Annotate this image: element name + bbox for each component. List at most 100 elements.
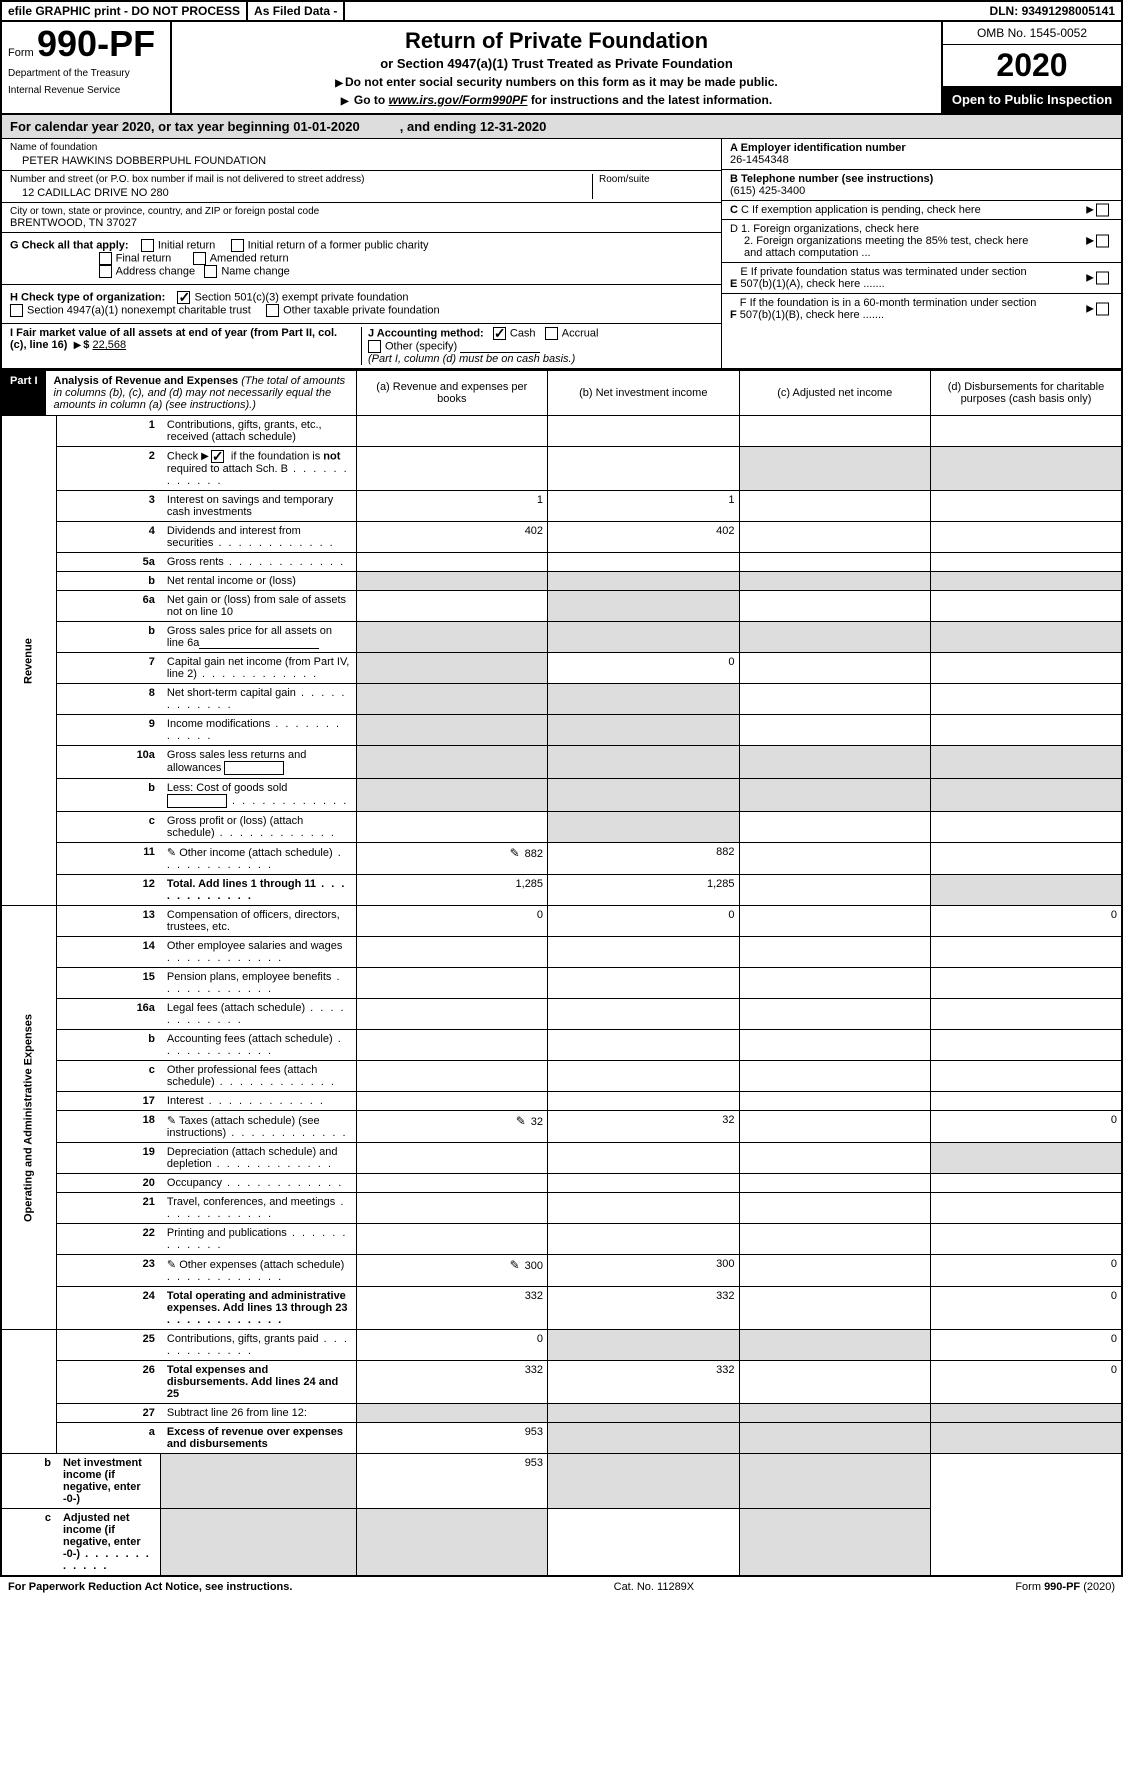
val-b: 300 bbox=[548, 1255, 739, 1287]
val-d bbox=[930, 812, 1122, 843]
val-c bbox=[739, 1255, 930, 1287]
row-num: 17 bbox=[57, 1092, 161, 1111]
cell-d: D 1. Foreign organizations, check here 2… bbox=[722, 220, 1121, 263]
table-row: 11✎ Other income (attach schedule)✎ 8828… bbox=[1, 843, 1122, 875]
row-num: 8 bbox=[57, 684, 161, 715]
row-desc: Gross sales price for all assets on line… bbox=[161, 622, 356, 653]
row-num: c bbox=[1, 1509, 57, 1577]
info-right: A Employer identification number 26-1454… bbox=[721, 139, 1121, 368]
checkbox-f[interactable] bbox=[1096, 303, 1109, 316]
val-a bbox=[356, 1193, 547, 1224]
checkbox-accrual[interactable] bbox=[545, 327, 558, 340]
val-b bbox=[548, 1330, 739, 1361]
col-d-head: (d) Disbursements for charitable purpose… bbox=[930, 371, 1122, 416]
val-c bbox=[739, 491, 930, 522]
val-d bbox=[930, 553, 1122, 572]
val-d: 0 bbox=[930, 1330, 1122, 1361]
attachment-icon: ✎ bbox=[167, 1115, 176, 1127]
instr-2-prefix: Go to bbox=[354, 93, 389, 107]
a-label: A Employer identification number bbox=[730, 142, 906, 154]
form-title: Return of Private Foundation bbox=[182, 28, 931, 54]
table-row: 4Dividends and interest from securities4… bbox=[1, 522, 1122, 553]
checkbox-final-return[interactable] bbox=[99, 252, 112, 265]
row-num: 23 bbox=[57, 1255, 161, 1287]
g-label: G Check all that apply: bbox=[10, 239, 129, 251]
omb-number: OMB No. 1545-0052 bbox=[943, 22, 1121, 45]
checkbox-name-change[interactable] bbox=[204, 265, 217, 278]
val-c bbox=[739, 937, 930, 968]
val-b bbox=[548, 999, 739, 1030]
j2-label: Accrual bbox=[562, 327, 599, 339]
table-row: aExcess of revenue over expenses and dis… bbox=[1, 1423, 1122, 1454]
checkbox-e[interactable] bbox=[1096, 272, 1109, 285]
checkbox-initial-former[interactable] bbox=[231, 239, 244, 252]
checkbox-sch-b[interactable] bbox=[211, 450, 224, 463]
val-a bbox=[356, 812, 547, 843]
checkbox-initial-return[interactable] bbox=[141, 239, 154, 252]
row-desc: Pension plans, employee benefits bbox=[161, 968, 356, 999]
irs-link[interactable]: www.irs.gov/Form990PF bbox=[389, 93, 528, 107]
val-d bbox=[930, 447, 1122, 491]
val-c bbox=[739, 1330, 930, 1361]
checkbox-c[interactable] bbox=[1096, 204, 1109, 217]
val-a bbox=[356, 1404, 547, 1423]
cell-city: City or town, state or province, country… bbox=[2, 203, 721, 233]
i-dollar: $ bbox=[83, 339, 89, 351]
row-num: b bbox=[57, 572, 161, 591]
val-a: ✎ 300 bbox=[356, 1255, 547, 1287]
part-1-title-cell: Analysis of Revenue and Expenses (The to… bbox=[46, 371, 356, 415]
val-a bbox=[356, 572, 547, 591]
row-num: 9 bbox=[57, 715, 161, 746]
i-label: I Fair market value of all assets at end… bbox=[10, 327, 337, 351]
checkbox-amended-return[interactable] bbox=[193, 252, 206, 265]
val-d bbox=[930, 522, 1122, 553]
val-a bbox=[356, 622, 547, 653]
b-label: B Telephone number (see instructions) bbox=[730, 173, 933, 185]
room-label: Room/suite bbox=[599, 174, 713, 185]
row-desc: Legal fees (attach schedule) bbox=[161, 999, 356, 1030]
val-b: 332 bbox=[548, 1287, 739, 1330]
table-row: 7Capital gain net income (from Part IV, … bbox=[1, 653, 1122, 684]
row-num: 15 bbox=[57, 968, 161, 999]
checkbox-cash[interactable] bbox=[493, 327, 506, 340]
val-c bbox=[739, 1404, 930, 1423]
val-a bbox=[356, 591, 547, 622]
col-b-head: (b) Net investment income bbox=[548, 371, 739, 416]
col-a-head: (a) Revenue and expenses per books bbox=[356, 371, 547, 416]
efile-notice: efile GRAPHIC print - DO NOT PROCESS bbox=[2, 2, 248, 20]
cell-e: E E If private foundation status was ter… bbox=[722, 263, 1121, 294]
checkbox-other-method[interactable] bbox=[368, 340, 381, 353]
val-d bbox=[930, 999, 1122, 1030]
val-c bbox=[548, 1509, 739, 1577]
val-c bbox=[739, 968, 930, 999]
val-d bbox=[930, 1404, 1122, 1423]
row-desc: Adjusted net income (if negative, enter … bbox=[57, 1509, 161, 1577]
g4-label: Amended return bbox=[210, 252, 289, 264]
table-row: 18✎ Taxes (attach schedule) (see instruc… bbox=[1, 1111, 1122, 1143]
checkbox-other-taxable[interactable] bbox=[266, 304, 279, 317]
footer-mid: Cat. No. 11289X bbox=[614, 1581, 695, 1593]
instr-2-suffix: for instructions and the latest informat… bbox=[531, 93, 772, 107]
row-desc: ✎ Other income (attach schedule) bbox=[161, 843, 356, 875]
row-num: 22 bbox=[57, 1224, 161, 1255]
val-d bbox=[930, 843, 1122, 875]
val-b: 0 bbox=[548, 653, 739, 684]
val-c bbox=[739, 1092, 930, 1111]
checkbox-address-change[interactable] bbox=[99, 265, 112, 278]
val-c bbox=[739, 572, 930, 591]
val-b bbox=[548, 1224, 739, 1255]
g6-label: Name change bbox=[221, 265, 290, 277]
val-c bbox=[739, 1174, 930, 1193]
table-row: 15Pension plans, employee benefits bbox=[1, 968, 1122, 999]
checkbox-501c3[interactable] bbox=[177, 291, 190, 304]
val-d bbox=[930, 779, 1122, 812]
cell-c: C C If exemption application is pending,… bbox=[722, 201, 1121, 220]
checkbox-d2[interactable] bbox=[1096, 235, 1109, 248]
val-c bbox=[739, 591, 930, 622]
checkbox-4947a1[interactable] bbox=[10, 304, 23, 317]
table-row: 14Other employee salaries and wages bbox=[1, 937, 1122, 968]
val-c bbox=[739, 999, 930, 1030]
j-note: (Part I, column (d) must be on cash basi… bbox=[368, 353, 575, 365]
val-d bbox=[930, 572, 1122, 591]
val-d: 0 bbox=[930, 1361, 1122, 1404]
